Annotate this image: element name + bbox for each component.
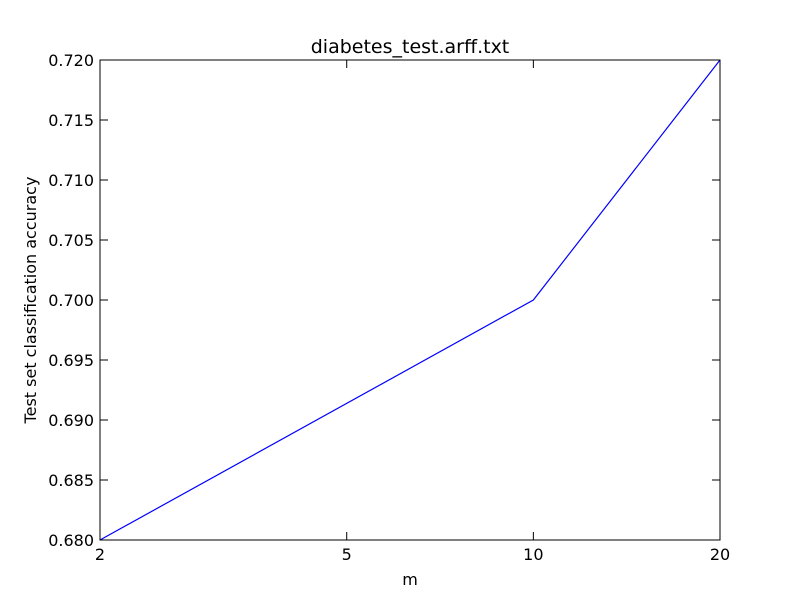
- y-axis-label: Test set classification accuracy: [21, 177, 40, 425]
- y-tick-label: 0.680: [48, 531, 94, 550]
- x-tick-label: 2: [95, 545, 105, 564]
- x-axis-ticks: 2 5 10 20: [95, 60, 730, 564]
- y-tick-label: 0.690: [48, 411, 94, 430]
- x-axis-label: m: [402, 570, 418, 589]
- y-tick-label: 0.700: [48, 291, 94, 310]
- plot-area: [100, 60, 720, 540]
- y-tick-label: 0.685: [48, 471, 94, 490]
- y-tick-label: 0.695: [48, 351, 94, 370]
- x-tick-label: 20: [710, 545, 730, 564]
- x-tick-label: 10: [523, 545, 543, 564]
- y-tick-label: 0.715: [48, 111, 94, 130]
- chart-title: diabetes_test.arff.txt: [311, 36, 510, 58]
- y-tick-label: 0.705: [48, 231, 94, 250]
- x-tick-label: 5: [342, 545, 352, 564]
- plot-frame: [99, 59, 721, 541]
- y-tick-label: 0.710: [48, 171, 94, 190]
- y-axis-ticks: 0.680 0.685 0.690 0.695 0.700 0.705 0.710 0.715…: [48, 51, 720, 550]
- y-tick-label: 0.720: [48, 51, 94, 70]
